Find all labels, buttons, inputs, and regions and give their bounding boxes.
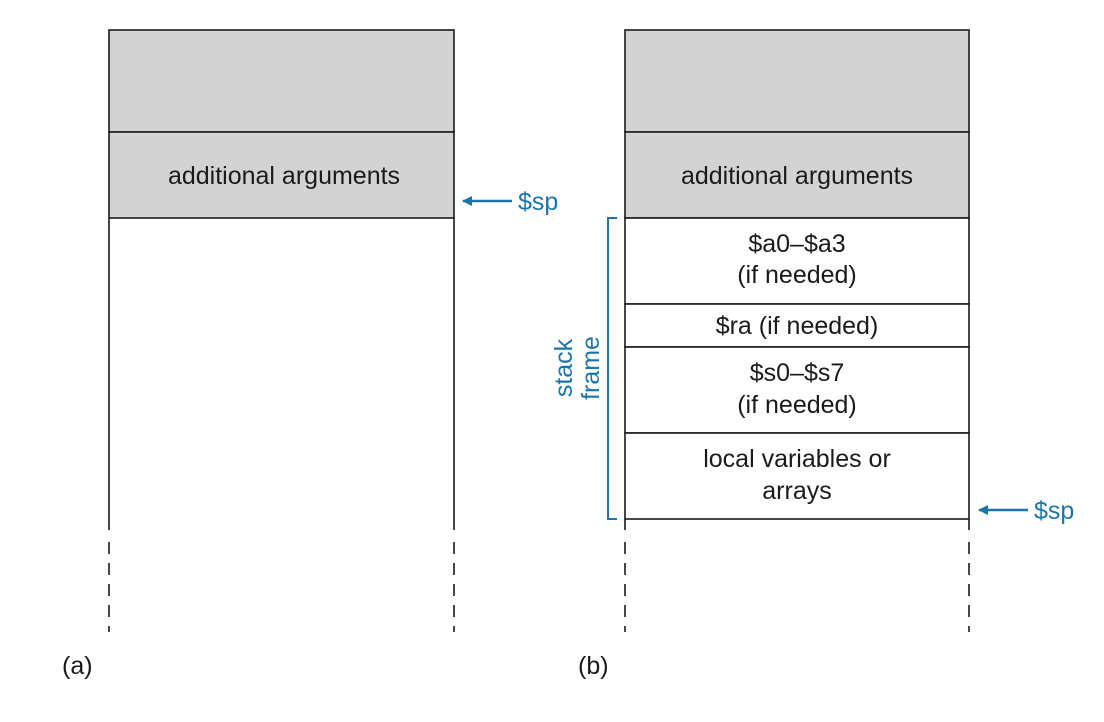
panel-b-top-block bbox=[624, 29, 970, 133]
panel-b-additional-arguments-block bbox=[624, 131, 970, 219]
stack-frame-label-line2: frame bbox=[577, 336, 605, 400]
panel-b-a-registers-line2: (if needed) bbox=[737, 261, 857, 289]
panel-b-additional-arguments-label: additional arguments bbox=[681, 162, 913, 190]
panel-b-ra-line: $ra (if needed) bbox=[716, 312, 879, 340]
panel-a-caption: (a) bbox=[62, 652, 93, 680]
panel-b: additional arguments $a0–$a3 (if needed)… bbox=[550, 29, 1074, 680]
stack-frame-label: stack frame bbox=[550, 336, 605, 400]
stack-frame-label-line1: stack bbox=[550, 338, 578, 397]
panel-a-additional-arguments-label: additional arguments bbox=[168, 162, 400, 190]
panel-b-a-registers-line1: $a0–$a3 bbox=[748, 230, 845, 258]
panel-b-locals-block bbox=[624, 432, 970, 520]
panel-a-additional-arguments-block bbox=[108, 131, 455, 219]
stack-frame-bracket bbox=[607, 217, 617, 520]
panel-b-s-registers-line2: (if needed) bbox=[737, 391, 857, 419]
panel-b-s-registers-line1: $s0–$s7 bbox=[750, 359, 845, 387]
panel-a-top-block bbox=[108, 29, 455, 133]
panel-a-sp-label: $sp bbox=[518, 188, 558, 216]
panel-b-locals-line2: arrays bbox=[762, 477, 831, 505]
panel-b-locals-line1: local variables or bbox=[703, 445, 891, 473]
panel-a: additional arguments $sp (a) bbox=[62, 29, 558, 680]
panel-b-s-registers-block bbox=[624, 346, 970, 434]
panel-b-sp-label: $sp bbox=[1034, 497, 1074, 525]
panel-b-caption: (b) bbox=[578, 652, 609, 680]
panel-b-a-registers-block bbox=[624, 217, 970, 305]
